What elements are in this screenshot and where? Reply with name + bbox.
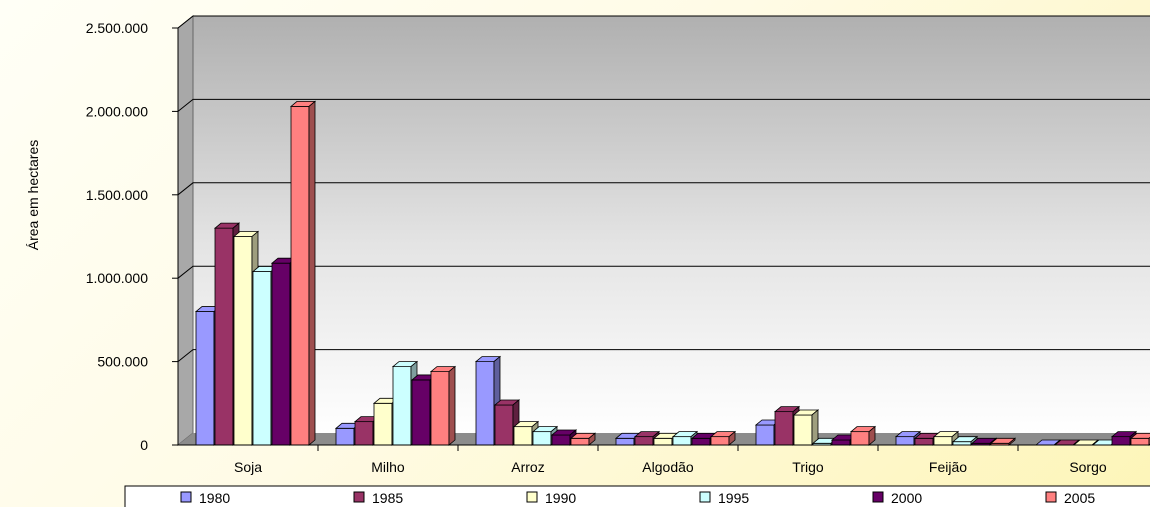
axis-layer: 0 500.000 1.000.000 1.500.000 2.000.000 2.500… [86,20,1150,475]
x-tick-label: Trigo [792,459,824,475]
bar [913,432,941,446]
gridline [177,182,1150,196]
back-wall [193,16,1150,433]
gridline [177,98,1150,112]
x-tick-label: Feijão [929,459,967,475]
legend-label: 1990 [545,490,576,506]
bar [951,435,979,446]
legend-swatch [699,491,711,503]
legend-label: 1995 [718,490,749,506]
legend-swatch [872,491,884,503]
legend-swatch [1045,491,1057,503]
gridline [177,265,1150,279]
bar [429,365,457,446]
bar [932,430,960,446]
legend-item: 1995 [699,490,749,506]
bar [989,437,1017,446]
bar [849,425,877,446]
bar [709,430,737,446]
legend-box [124,485,1150,507]
x-tick-label: Algodão [642,459,694,475]
x-tick-label: Arroz [511,459,544,475]
y-tick-label: 500.000 [97,354,148,370]
legend-label: 1985 [372,490,403,506]
legend-swatch [526,491,538,503]
y-tick-label: 0 [140,437,148,453]
x-tick-label: Milho [371,459,405,475]
gridline [177,15,1150,29]
bar [493,399,521,446]
side-wall [177,14,194,447]
plot-area [177,14,1150,447]
x-tick-label: Sorgo [1069,459,1107,475]
legend-item: 2005 [1045,490,1095,506]
legend-label: 2000 [891,490,922,506]
bar [792,409,820,446]
legend-swatch [180,491,192,503]
y-tick-label: 2.000.000 [86,103,148,119]
bars-layer [194,100,1150,446]
legend-swatch [353,491,365,503]
bar [289,100,317,446]
y-tick-label: 1.500.000 [86,187,148,203]
bar [569,432,597,446]
legend-item: 1980 [180,490,230,506]
legend-item: 1985 [353,490,403,506]
x-tick-label: Soja [234,459,262,475]
gridline [177,349,1150,362]
legend-item: 1990 [526,490,576,506]
y-tick-label: 2.500.000 [86,20,148,36]
legend-item: 2000 [872,490,922,506]
legend-label: 1980 [199,490,230,506]
legend: 1980 1985 1990 1995 2000 2005 [124,485,1150,507]
legend-label: 2005 [1064,490,1095,506]
y-tick-label: 1.000.000 [86,270,148,286]
y-axis-label: Área em hectares [25,140,41,251]
